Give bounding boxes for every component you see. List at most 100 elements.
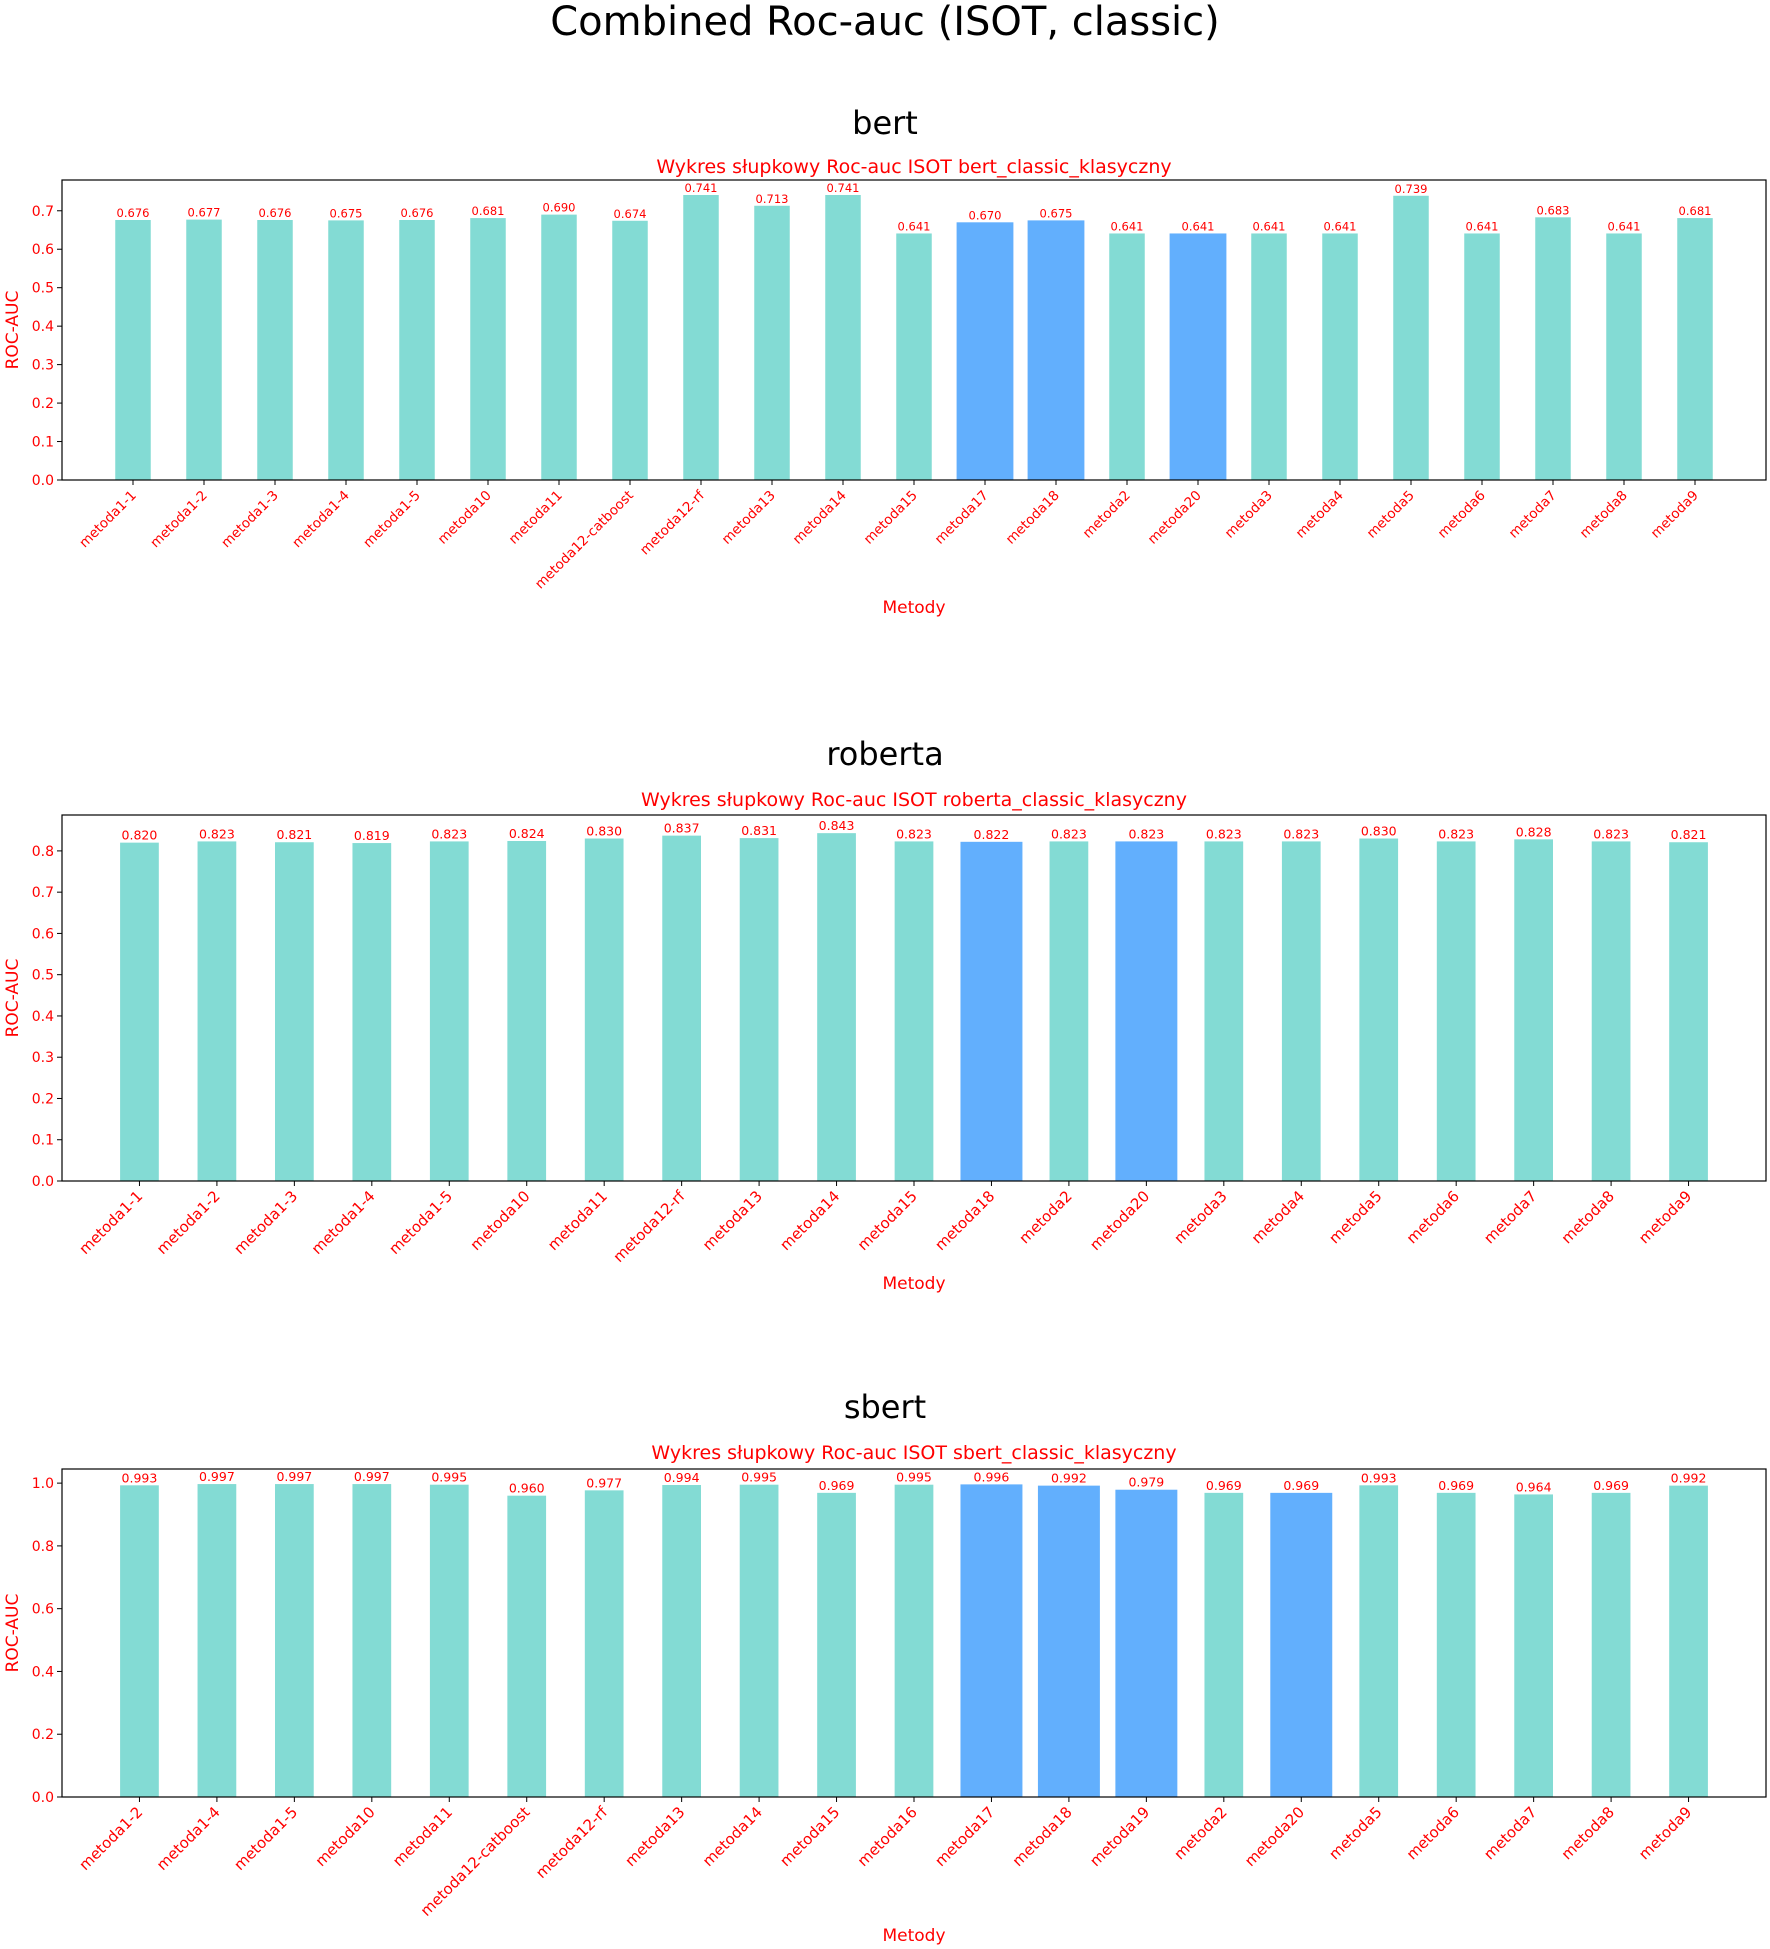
chart-title: Wykres słupkowy Roc-auc ISOT sbert_class… <box>651 1442 1176 1464</box>
bar-metoda17 <box>960 1484 1023 1797</box>
bar-metoda1-5 <box>275 1484 314 1797</box>
bar-metoda13 <box>662 1485 701 1797</box>
bar-metoda1-3 <box>275 842 314 1181</box>
value-label-metoda11: 0.995 <box>431 1470 467 1485</box>
value-label-metoda1-3: 0.676 <box>259 206 292 220</box>
value-label-metoda1-4: 0.819 <box>354 828 390 843</box>
value-label-metoda1-2: 0.993 <box>122 1470 158 1485</box>
value-label-metoda12-rf: 0.741 <box>685 181 718 195</box>
bar-metoda5 <box>1359 838 1399 1181</box>
x-tick-label-metoda12-rf: metoda12-rf <box>637 487 709 559</box>
bar-metoda10 <box>352 1484 392 1797</box>
x-tick-label-metoda1-3: metoda1-3 <box>230 1187 301 1258</box>
y-tick-label: 0.4 <box>32 319 54 335</box>
x-tick-label-metoda5: metoda5 <box>1364 488 1418 542</box>
value-label-metoda1-4: 0.675 <box>330 206 363 220</box>
x-tick-label-metoda15: metoda15 <box>861 488 921 548</box>
bar-metoda8 <box>1591 841 1631 1181</box>
bar-metoda5 <box>1393 195 1429 480</box>
x-tick-label-metoda15: metoda15 <box>854 1187 921 1254</box>
y-tick-label: 0.2 <box>32 1727 54 1743</box>
x-tick-label-metoda12-rf: metoda12-rf <box>532 1803 611 1882</box>
value-label-metoda1-2: 0.677 <box>188 206 221 220</box>
bar-metoda16 <box>894 1484 934 1797</box>
bar-metoda18 <box>1037 1485 1100 1797</box>
value-label-metoda20: 0.823 <box>1128 826 1164 841</box>
bar-metoda7 <box>1514 1494 1553 1797</box>
bar-metoda1-4 <box>352 843 392 1181</box>
y-tick-label: 0.4 <box>32 1009 54 1025</box>
x-tick-label-metoda18: metoda18 <box>931 1187 998 1254</box>
axes-frame <box>61 814 1767 1182</box>
value-label-metoda12-rf: 0.837 <box>664 821 700 836</box>
value-label-metoda14: 0.843 <box>819 818 855 833</box>
x-tick-label-metoda17: metoda17 <box>932 488 992 548</box>
value-label-metoda6: 0.641 <box>1466 219 1499 233</box>
y-tick-label: 0.1 <box>32 1133 54 1149</box>
value-label-metoda13: 0.831 <box>741 823 777 838</box>
x-tick-label-metoda9: metoda9 <box>1635 1803 1695 1863</box>
x-tick-label-metoda3: metoda3 <box>1222 488 1276 542</box>
bar-metoda4 <box>1322 233 1358 480</box>
bar-metoda7 <box>1535 217 1571 481</box>
axes-frame <box>61 1468 1767 1798</box>
y-axis-label: ROC-AUC <box>3 959 23 1038</box>
bar-metoda13 <box>754 205 790 480</box>
x-axis-label: Metody <box>882 1926 945 1946</box>
x-tick-label-metoda14: metoda14 <box>776 1187 843 1254</box>
x-tick-label-metoda13: metoda13 <box>621 1803 688 1870</box>
bar-metoda3 <box>1204 841 1244 1181</box>
x-axis-label: Metody <box>882 598 945 618</box>
figure-title: Combined Roc-auc (ISOT, classic) <box>550 0 1220 45</box>
y-tick-label: 0.8 <box>32 844 54 860</box>
value-label-metoda1-1: 0.820 <box>122 828 158 843</box>
x-tick-label-metoda7: metoda7 <box>1480 1803 1540 1863</box>
bar-metoda1-1 <box>120 842 159 1181</box>
value-label-metoda1-2: 0.823 <box>199 826 235 841</box>
value-label-metoda11: 0.690 <box>543 201 576 215</box>
panel-roberta: roberta Wykres słupkowy Roc-auc ISOT robe… <box>3 735 1767 1294</box>
bar-metoda15 <box>896 233 932 480</box>
y-tick-label: 0.6 <box>32 242 54 258</box>
x-tick-label-metoda13: metoda13 <box>719 488 779 548</box>
value-label-metoda18: 0.675 <box>1040 206 1073 220</box>
x-tick-label-metoda14: metoda14 <box>790 488 850 548</box>
value-label-metoda10: 0.681 <box>472 204 505 218</box>
y-tick-label: 0.1 <box>32 435 54 451</box>
x-tick-label-metoda6: metoda6 <box>1403 1803 1463 1863</box>
bar-metoda15 <box>894 841 934 1181</box>
bar-metoda10 <box>507 840 547 1181</box>
bar-metoda1-1 <box>115 220 151 480</box>
bar-metoda9 <box>1669 1485 1708 1797</box>
x-tick-label-metoda20: metoda20 <box>1086 1187 1153 1254</box>
x-tick-label-metoda2: metoda2 <box>1170 1803 1230 1863</box>
x-tick-label-metoda2: metoda2 <box>1080 488 1134 542</box>
x-tick-label-metoda2: metoda2 <box>1016 1187 1076 1247</box>
panel-sbert: sbert Wykres słupkowy Roc-auc ISOT sbert_… <box>3 1388 1767 1946</box>
y-tick-label: 0.3 <box>32 1050 54 1066</box>
x-tick-label-metoda1-2: metoda1-2 <box>75 1803 146 1874</box>
y-tick-label: 0.5 <box>32 968 54 984</box>
x-tick-label-metoda19: metoda19 <box>1086 1803 1153 1870</box>
x-tick-label-metoda7: metoda7 <box>1506 488 1560 542</box>
bar-metoda1-2 <box>186 219 222 480</box>
bar-metoda1-3 <box>257 220 293 480</box>
y-tick-label: 0.0 <box>32 1790 54 1806</box>
bar-metoda6 <box>1436 841 1476 1181</box>
x-tick-label-metoda8: metoda8 <box>1558 1803 1618 1863</box>
x-tick-label-metoda12-rf: metoda12-rf <box>610 1187 689 1266</box>
bar-metoda9 <box>1677 218 1713 481</box>
x-axis-label: Metody <box>882 1274 945 1294</box>
x-tick-label-metoda1-5: metoda1-5 <box>360 488 424 552</box>
bar-metoda20 <box>1115 841 1178 1181</box>
value-label-metoda5: 0.993 <box>1361 1470 1397 1485</box>
bar-metoda20 <box>1270 1492 1333 1797</box>
x-tick-label-metoda4: metoda4 <box>1293 488 1347 542</box>
x-tick-label-metoda10: metoda10 <box>435 488 495 548</box>
panel-bert: bert Wykres słupkowy Roc-auc ISOT bert_cl… <box>3 104 1767 618</box>
x-tick-label-metoda1-3: metoda1-3 <box>218 488 282 552</box>
x-tick-label-metoda8: metoda8 <box>1558 1187 1618 1247</box>
value-label-metoda6: 0.969 <box>1438 1478 1474 1493</box>
x-tick-label-metoda16: metoda16 <box>854 1803 921 1870</box>
value-label-metoda3: 0.823 <box>1206 826 1242 841</box>
